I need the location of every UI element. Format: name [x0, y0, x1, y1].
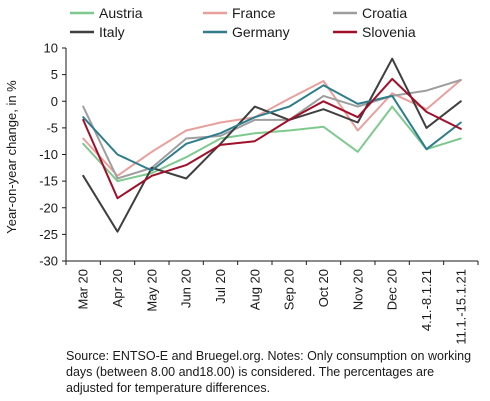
y-tick-label: -10 — [39, 147, 58, 162]
legend: Austria France Croatia Italy Germany Slovenia — [70, 5, 416, 40]
series-line-germany — [82, 84, 462, 172]
y-tick-label: 5 — [51, 67, 58, 82]
y-tick-label: 10 — [44, 41, 58, 56]
x-tick-label: 4.1.-8.1.21 — [419, 269, 434, 331]
legend-label-croatia: Croatia — [362, 5, 407, 21]
x-tick-label: Jul 20 — [213, 269, 228, 304]
y-tick-label: 0 — [51, 94, 58, 109]
legend-label-slovenia: Slovenia — [362, 24, 416, 40]
y-tick-label: -15 — [39, 174, 58, 189]
series-line-italy — [82, 57, 462, 233]
legend-label-germany: Germany — [232, 24, 290, 40]
y-tick-label: -25 — [39, 227, 58, 242]
x-tick-label: 11.1.-15.1.21 — [453, 269, 468, 345]
x-tick-label: Dec 20 — [385, 269, 400, 310]
y-axis-label: Year-on-year change, in % — [4, 80, 19, 234]
series-line-slovenia — [82, 77, 462, 200]
x-tick-label: Jun 20 — [179, 269, 194, 308]
legend-label-france: France — [232, 5, 276, 21]
x-tick-label: Oct 20 — [316, 269, 331, 307]
x-tick-label: May 20 — [144, 269, 159, 312]
series-line-croatia — [82, 79, 462, 180]
x-tick-label: Apr 20 — [110, 269, 125, 307]
series-line-austria — [82, 105, 462, 183]
legend-label-austria: Austria — [99, 5, 143, 21]
source-note: Source: ENTSO-E and Bruegel.org. Notes: … — [66, 349, 472, 395]
x-tick-label: Aug 20 — [247, 269, 262, 310]
y-tick-label: -20 — [39, 200, 58, 215]
legend-label-italy: Italy — [99, 24, 125, 40]
y-axis-ticks: 10 5 0 -5 -10 -15 -20 -25 -30 — [39, 41, 66, 269]
x-axis-ticks: Mar 20 Apr 20 May 20 Jun 20 Jul 20 Aug 20 Sep … — [65, 261, 479, 345]
y-tick-label: -5 — [46, 120, 58, 135]
x-tick-label: Sep 20 — [282, 269, 297, 310]
series-lines — [82, 57, 462, 233]
x-tick-label: Mar 20 — [76, 269, 91, 309]
line-chart: Austria France Croatia Italy Germany Slovenia… — [4, 5, 479, 345]
x-tick-label: Nov 20 — [350, 269, 365, 310]
y-tick-label: -30 — [39, 254, 58, 269]
axes — [65, 48, 478, 262]
